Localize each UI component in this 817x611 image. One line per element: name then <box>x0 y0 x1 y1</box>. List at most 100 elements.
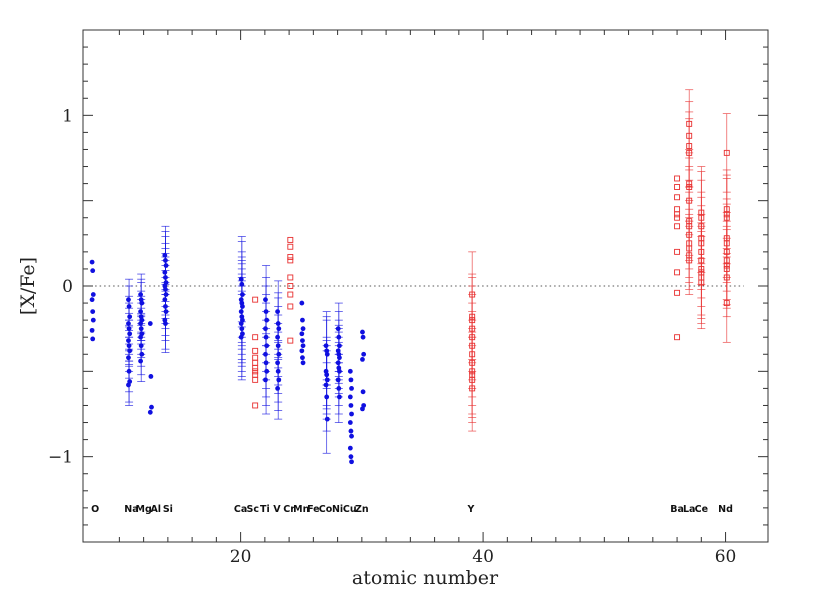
data-point <box>89 297 95 303</box>
element-label-v: V <box>273 504 281 515</box>
data-point <box>723 149 730 156</box>
data-point <box>263 377 268 383</box>
data-point <box>238 309 244 314</box>
data-point <box>238 321 244 326</box>
series-sc <box>252 296 259 409</box>
data-point <box>276 351 282 357</box>
y-tick-label: 1 <box>62 106 73 126</box>
x-axis-title: atomic number <box>352 567 499 589</box>
data-point <box>263 351 268 357</box>
data-point <box>335 377 341 383</box>
data-point <box>360 389 366 395</box>
data-point <box>347 394 353 400</box>
data-point <box>337 394 342 400</box>
element-label-nd: Nd <box>718 504 733 515</box>
element-label-y: Y <box>467 504 475 515</box>
data-point <box>149 404 154 410</box>
data-point <box>674 248 681 255</box>
data-point <box>275 309 280 314</box>
data-point <box>276 326 282 332</box>
data-point <box>337 355 342 361</box>
data-point <box>299 300 305 306</box>
data-point <box>300 360 306 366</box>
series-o <box>89 259 96 342</box>
data-point <box>90 336 96 342</box>
y-tick-label: 0 <box>62 277 73 297</box>
data-point <box>287 303 294 310</box>
data-point <box>138 358 143 364</box>
series-mg <box>137 273 146 382</box>
element-label-zn: Zn <box>355 504 369 515</box>
data-point <box>300 355 305 361</box>
data-point <box>674 211 681 218</box>
data-point <box>89 259 95 265</box>
data-point <box>287 254 294 260</box>
data-point <box>275 334 280 340</box>
data-point <box>348 377 354 383</box>
data-point <box>276 377 282 383</box>
element-label-la: La <box>683 504 695 515</box>
data-point <box>674 289 681 296</box>
element-label-al: Al <box>150 504 161 515</box>
data-point <box>252 371 259 378</box>
data-point <box>674 214 681 221</box>
element-label-ca: Ca <box>234 504 247 515</box>
data-point <box>360 406 365 412</box>
x-tick-label: 40 <box>472 547 494 567</box>
data-point <box>287 257 294 264</box>
data-point <box>90 268 96 274</box>
marks-layer <box>89 89 731 465</box>
element-label-co: Co <box>319 504 333 515</box>
data-point <box>90 317 96 323</box>
data-point <box>287 337 294 344</box>
data-point <box>300 343 306 349</box>
element-label-si: Si <box>163 504 173 515</box>
series-mn <box>299 300 306 366</box>
element-label-ti: Ti <box>260 504 270 515</box>
series-al <box>147 321 154 415</box>
data-point <box>348 428 354 434</box>
series-ba <box>674 175 681 341</box>
data-point <box>252 296 259 303</box>
x-tick-label: 20 <box>230 547 252 567</box>
data-point <box>126 321 131 326</box>
data-point <box>674 184 681 190</box>
series-ni <box>334 302 343 423</box>
data-point <box>347 445 353 451</box>
data-point <box>674 223 681 230</box>
data-point <box>324 351 330 357</box>
data-point <box>698 279 705 286</box>
data-point <box>360 329 365 335</box>
data-point <box>348 403 354 408</box>
data-point <box>348 454 354 460</box>
data-point <box>90 309 96 314</box>
data-point <box>347 368 353 374</box>
element-label-sc: Sc <box>246 504 258 515</box>
data-point <box>138 334 143 340</box>
series-ti <box>262 265 271 415</box>
data-point <box>238 276 244 282</box>
data-point <box>324 416 330 422</box>
data-point <box>349 433 354 439</box>
series-na <box>125 278 134 406</box>
data-point <box>162 252 168 258</box>
data-point <box>287 243 294 250</box>
element-label-cu: Cu <box>343 504 357 515</box>
data-point <box>674 175 681 182</box>
data-point <box>287 274 294 281</box>
data-point <box>686 257 693 264</box>
data-point <box>252 334 259 341</box>
data-point <box>264 368 270 374</box>
series-y <box>468 251 477 432</box>
data-point <box>89 327 95 333</box>
data-point <box>349 459 354 465</box>
element-label-o: O <box>91 504 99 515</box>
series-co <box>322 311 331 454</box>
data-point <box>126 297 131 303</box>
data-point <box>139 351 145 357</box>
data-point <box>287 291 294 298</box>
element-label-na: Na <box>124 504 138 515</box>
element-label-fe: Fe <box>307 504 320 515</box>
